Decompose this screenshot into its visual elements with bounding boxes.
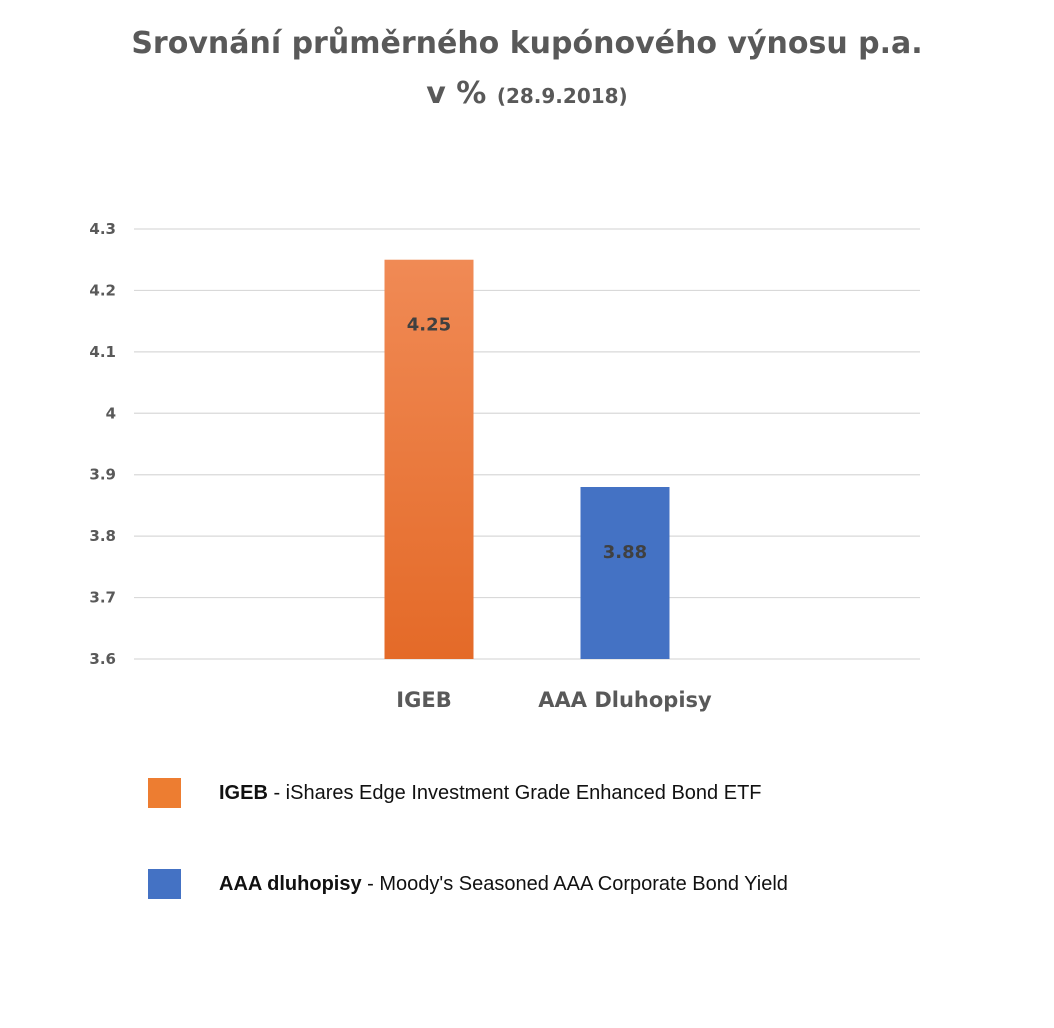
x-category-label-1: AAA Dluhopisy	[538, 688, 712, 712]
chart-subtitle-unit: v %	[426, 76, 487, 111]
legend-swatch-igeb	[148, 778, 181, 808]
y-tick-label: 4.1	[89, 343, 116, 361]
chart-title-block: Srovnání průměrného kupónového výnosu p.…	[0, 22, 1054, 118]
chart-title: Srovnání průměrného kupónového výnosu p.…	[131, 26, 923, 61]
legend-desc-aaa: - Moody's Seasoned AAA Corporate Bond Yi…	[361, 872, 788, 895]
y-tick-label: 3.9	[89, 466, 116, 484]
legend-abbr-igeb: IGEB	[219, 781, 268, 804]
data-label-0: 4.25	[407, 315, 451, 336]
y-tick-label: 4	[106, 404, 116, 422]
bar-chart: 4.3 4.2 4.1 4 3.9 3.8 3.7 3.6 4.25 3.88 IGEB AAA …	[89, 220, 920, 712]
y-tick-label: 3.6	[89, 650, 116, 668]
y-tick-label: 3.7	[89, 589, 116, 607]
bar-1	[580, 487, 670, 659]
data-label-1: 3.88	[603, 542, 647, 563]
y-axis-ticks: 4.3 4.2 4.1 4 3.9 3.8 3.7 3.6	[89, 220, 116, 668]
legend-desc-igeb: - iShares Edge Investment Grade Enhanced…	[267, 781, 762, 804]
legend-abbr-aaa: AAA dluhopisy	[219, 872, 362, 895]
y-tick-label: 3.8	[89, 527, 116, 545]
x-axis-categories: IGEB AAA Dluhopisy	[396, 688, 712, 712]
data-labels: 4.25 3.88	[407, 315, 647, 563]
bars	[384, 259, 670, 659]
y-tick-label: 4.2	[89, 281, 116, 299]
chart-subtitle: v % (28.9.2018)	[0, 72, 1054, 118]
legend-swatch-aaa	[148, 869, 181, 899]
legend-item-aaa: AAA dluhopisy - Moody's Seasoned AAA Cor…	[148, 867, 788, 901]
legend-text-igeb: IGEB - iShares Edge Investment Grade Enh…	[219, 782, 762, 805]
x-category-label-0: IGEB	[396, 688, 451, 712]
gridlines	[134, 228, 920, 660]
y-tick-label: 4.3	[89, 220, 116, 238]
bar-0	[384, 259, 474, 659]
chart-subtitle-date: (28.9.2018)	[496, 84, 628, 108]
legend-text-aaa: AAA dluhopisy - Moody's Seasoned AAA Cor…	[219, 873, 788, 896]
legend-item-igeb: IGEB - iShares Edge Investment Grade Enh…	[148, 776, 762, 810]
